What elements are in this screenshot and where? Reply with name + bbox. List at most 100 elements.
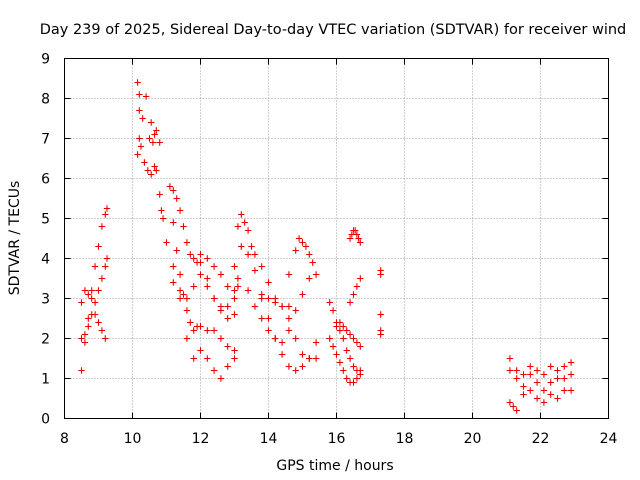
series-arc-b2 (134, 127, 163, 178)
data-point (350, 379, 357, 386)
y-tick-label: 0 (41, 412, 50, 428)
data-point (234, 223, 242, 230)
data-point (306, 275, 313, 282)
data-point (224, 363, 231, 370)
series-arc-d1 (231, 211, 320, 362)
data-point (148, 119, 155, 126)
data-point (180, 291, 187, 298)
y-tick-label: 9 (41, 52, 50, 68)
chart-title: Day 239 of 2025, Sidereal Day-to-day VTE… (40, 22, 627, 38)
data-point (231, 355, 238, 362)
data-point (91, 263, 99, 270)
data-point (98, 327, 106, 334)
data-point (244, 251, 252, 258)
data-point (251, 303, 259, 310)
data-point (265, 279, 272, 286)
data-point (248, 243, 255, 250)
x-tick-label: 20 (464, 431, 482, 447)
data-point (173, 195, 180, 202)
data-point (91, 311, 99, 318)
data-point (134, 151, 141, 158)
data-point (510, 403, 517, 410)
data-point (333, 323, 340, 330)
data-point (190, 355, 197, 362)
data-point (340, 323, 347, 330)
data-point (343, 347, 350, 354)
data-point (346, 331, 354, 338)
data-point (81, 339, 89, 346)
data-point (343, 327, 350, 334)
data-point (78, 367, 85, 374)
series-arc-d4 (285, 235, 320, 278)
data-point (336, 327, 344, 334)
data-point (350, 291, 357, 298)
data-point (547, 379, 554, 386)
data-point (103, 255, 111, 262)
data-point (170, 263, 177, 270)
x-axis-label: GPS time / hours (276, 458, 393, 474)
data-point (85, 323, 92, 330)
data-point (137, 143, 145, 150)
x-tick-label: 14 (260, 431, 278, 447)
data-point (506, 399, 514, 406)
data-point (217, 271, 225, 278)
x-tick-label: 24 (600, 431, 618, 447)
data-point (302, 243, 310, 250)
data-point (527, 363, 534, 370)
data-point (176, 287, 184, 294)
y-tick-label: 4 (41, 252, 50, 268)
data-point (217, 335, 225, 342)
data-point (299, 291, 306, 298)
data-point (210, 295, 218, 302)
data-point (285, 327, 293, 334)
data-point (224, 303, 231, 310)
data-point (326, 335, 333, 342)
data-point (231, 295, 238, 302)
data-point (295, 235, 303, 242)
y-axis-label: SDTVAR / TECUs (7, 181, 23, 296)
data-point (309, 259, 316, 266)
series-arc-a2 (78, 255, 111, 342)
data-point (102, 263, 109, 270)
series-arc-e5 (346, 275, 364, 306)
series-arc-e2 (326, 335, 364, 386)
data-point (244, 227, 252, 234)
data-point (156, 139, 163, 146)
data-point (506, 367, 514, 374)
data-point (91, 299, 99, 306)
data-point (540, 399, 548, 406)
data-point (346, 355, 354, 362)
data-point (520, 383, 527, 390)
data-point (326, 299, 333, 306)
data-point (533, 379, 541, 386)
data-point (355, 235, 362, 242)
x-tick-label: 22 (532, 431, 550, 447)
data-point (357, 239, 364, 246)
data-point (170, 279, 177, 286)
data-point (142, 93, 150, 100)
data-point (272, 299, 279, 306)
series-arc-b1 (134, 79, 167, 222)
data-point (183, 335, 191, 342)
data-point (306, 251, 313, 258)
data-point (561, 387, 568, 394)
series-arc-a1 (78, 205, 111, 374)
data-point (231, 311, 238, 318)
series-arc-f3 (506, 387, 575, 414)
data-point (217, 375, 225, 382)
data-point (180, 223, 187, 230)
data-point (353, 339, 361, 346)
data-point (333, 351, 340, 358)
data-point (312, 271, 320, 278)
data-point (95, 287, 102, 294)
data-point (224, 315, 231, 322)
data-point (136, 107, 143, 114)
data-point (190, 283, 197, 290)
data-point (85, 291, 92, 298)
data-point (187, 319, 194, 326)
data-point (350, 363, 357, 370)
data-point (204, 275, 211, 282)
data-point (353, 231, 361, 238)
data-point (350, 335, 357, 342)
